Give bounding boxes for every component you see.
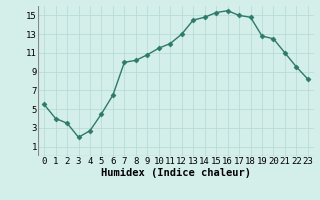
X-axis label: Humidex (Indice chaleur): Humidex (Indice chaleur) — [101, 168, 251, 178]
